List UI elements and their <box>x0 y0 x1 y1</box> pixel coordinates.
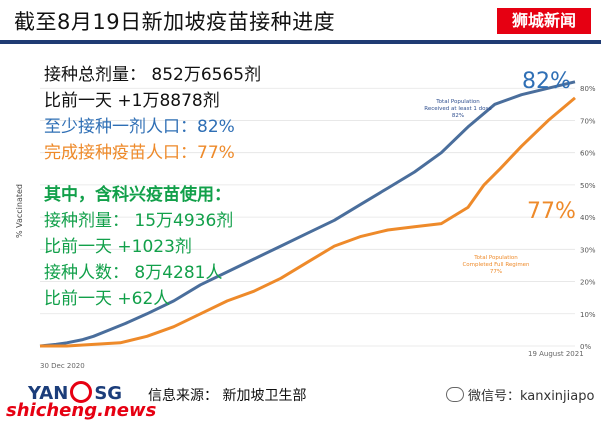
page-title: 截至8月19日新加坡疫苗接种进度 <box>14 10 336 34</box>
title-divider <box>0 40 601 44</box>
y-tick-label: 80% <box>580 85 596 93</box>
footer <box>0 376 601 420</box>
y-tick-label: 70% <box>580 117 596 125</box>
logo-text-left: YAN <box>28 383 69 404</box>
y-tick-label: 10% <box>580 311 596 319</box>
logo-ring-icon <box>70 381 93 403</box>
y-tick-label: 20% <box>580 279 596 287</box>
full-annotation-line2: Completed Full Regimen <box>462 262 530 268</box>
one-dose-annotation-line1: Total Population <box>435 99 480 105</box>
y-tick-label: 0% <box>580 343 591 351</box>
chart-grid <box>40 87 575 347</box>
vaccination-chart: 0% 10% 20% 30% 40% 50% 60% 70% 80% % Vaccinated … <box>0 46 601 376</box>
source-text: 信息来源： 新加坡卫生部 <box>148 388 307 404</box>
one-dose-annotation-line3: 82% <box>452 113 464 119</box>
full-annotation-line1: Total Population <box>473 255 518 261</box>
chart-lines <box>39 80 576 348</box>
one-dose-annotation-line2: Received at least 1 dose <box>424 106 492 112</box>
yan-sg-logo: YAN SG <box>28 381 122 404</box>
total-doses-change: 比前一天 +1万8878剂 <box>44 91 220 111</box>
wechat-text: 微信号：kanxinjiapo <box>468 389 595 404</box>
one-dose-series-line <box>39 80 576 348</box>
sinovac-people: 接种人数： 8万4281人 <box>44 263 223 283</box>
full-regimen-series-line <box>40 96 576 348</box>
x-tick-start: 30 Dec 2020 <box>40 362 85 370</box>
y-tick-label: 40% <box>580 214 596 222</box>
one-dose-big-label: 82% <box>522 69 571 94</box>
wechat-icon <box>446 387 464 402</box>
chart-svg: 0%10%20%30%40%50%60%70%80% % Vaccinated … <box>15 69 596 370</box>
sinovac-people-change: 比前一天 +62人 <box>44 289 171 309</box>
full-annotation-line3: 77% <box>490 269 502 275</box>
sinovac-doses: 接种剂量： 15万4936剂 <box>44 211 234 231</box>
total-doses-text: 接种总剂量： 852万6565剂 <box>44 65 262 85</box>
logo-text-right: SG <box>94 383 123 404</box>
stats-panel: 接种总剂量： 852万6565剂 比前一天 +1万8878剂 至少接种一剂人口：… <box>44 62 261 312</box>
sinovac-doses-change: 比前一天 +1023剂 <box>44 237 192 257</box>
y-axis-label: % Vaccinated <box>15 184 24 238</box>
y-tick-label: 60% <box>580 150 596 158</box>
full-big-label: 77% <box>527 199 576 224</box>
sinovac-heading: 其中，含科兴疫苗使用： <box>44 185 231 205</box>
site-watermark: shicheng.news <box>6 400 157 421</box>
x-tick-end: 19 August 2021 <box>528 350 584 358</box>
y-tick-label: 50% <box>580 182 596 190</box>
full-regimen-text: 完成接种疫苗人口：77% <box>44 143 235 163</box>
one-dose-text: 至少接种一剂人口：82% <box>44 117 235 137</box>
brand-logo: 狮城新闻 <box>497 8 591 34</box>
wechat-id: 微信号：kanxinjiapo <box>446 385 594 404</box>
y-tick-labels: 0% 10% 20% 30% 40% 50% 60% 70% 80% <box>580 85 596 351</box>
y-tick-label: 30% <box>580 246 596 254</box>
